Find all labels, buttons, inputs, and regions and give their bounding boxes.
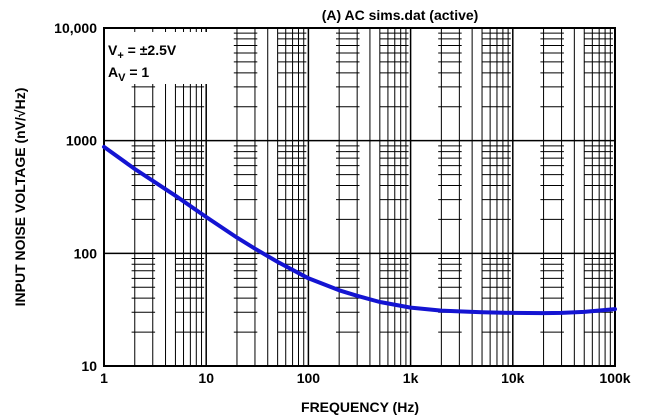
y-tick-label: 1000 [66, 133, 97, 149]
x-axis-label: FREQUENCY (Hz) [301, 399, 419, 415]
x-tick-label: 1 [100, 370, 108, 386]
x-tick-label: 1k [403, 370, 419, 386]
gain-annotation: AV = 1 [108, 64, 149, 84]
annotation-background [106, 32, 214, 84]
plot-frame [103, 27, 616, 367]
series [102, 144, 617, 316]
y-tick-label: 10 [81, 358, 97, 374]
x-axis-ticks: 1 10 100 1k 10k 100k [100, 370, 631, 386]
gain-prefix: A [108, 64, 118, 80]
y-axis-label: INPUT NOISE VOLTAGE (nV/√Hz) [12, 88, 28, 307]
y-axis-ticks: 10 100 1000 10,000 [54, 20, 97, 374]
x-tick-label: 10 [198, 370, 214, 386]
supply-prefix: V [108, 42, 118, 58]
y-tick-label: 10,000 [54, 20, 97, 36]
gain-subscript: V [118, 72, 126, 84]
x-tick-label: 10k [501, 370, 525, 386]
supply-subscript: + [117, 50, 123, 62]
noise-curve-line [102, 144, 617, 316]
chart-title: (A) AC sims.dat (active) [322, 7, 479, 23]
x-tick-label: 100 [297, 370, 321, 386]
supply-annotation: V+ = ±2.5V [108, 42, 177, 62]
x-tick-label: 100k [599, 370, 630, 386]
supply-value: = ±2.5V [124, 42, 177, 58]
gain-value: = 1 [125, 64, 149, 80]
y-tick-label: 100 [74, 245, 98, 261]
